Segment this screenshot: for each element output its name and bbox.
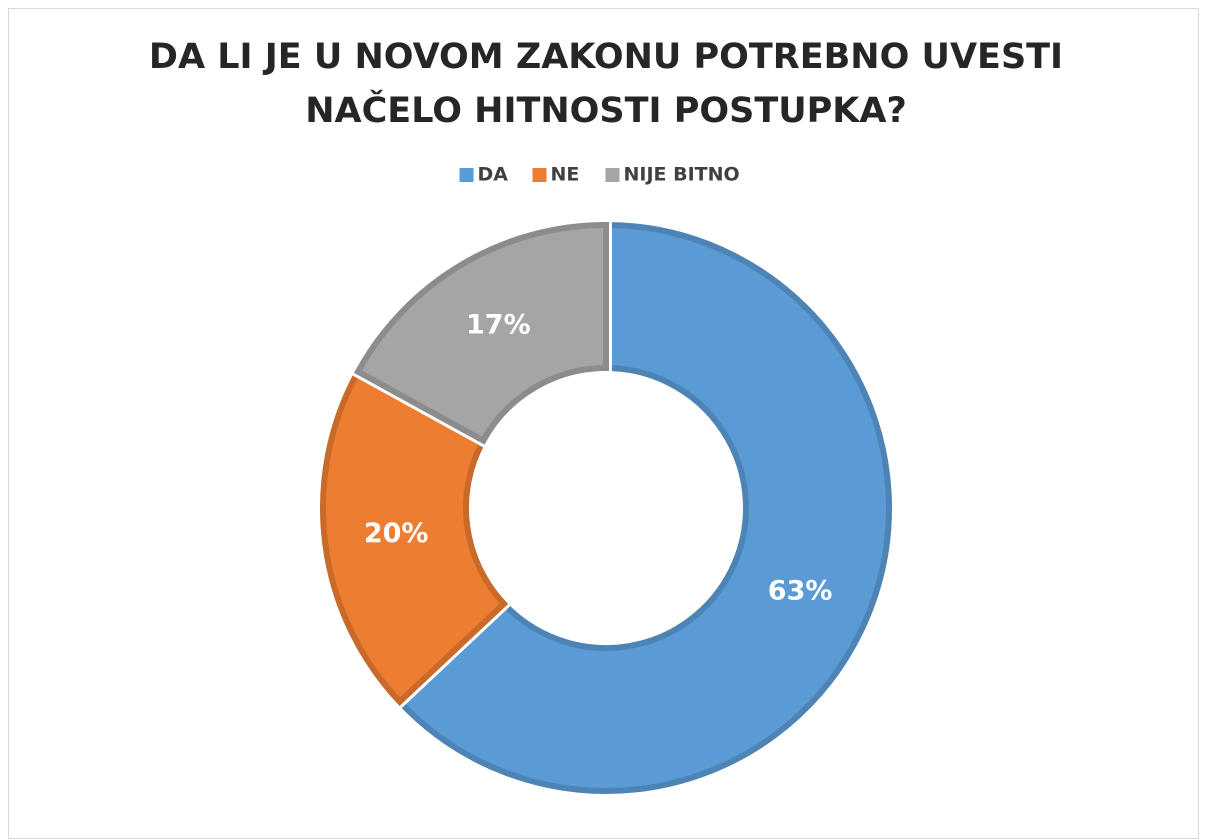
legend-label: NIJE BITNO [624, 164, 740, 186]
legend-label: NE [551, 164, 580, 186]
chart-title: NAČELO HITNOSTI POSTUPKA? [305, 89, 907, 131]
donut-slice [320, 367, 509, 706]
legend-swatch [605, 168, 620, 182]
data-label: 63% [768, 575, 833, 606]
legend-swatch [532, 168, 547, 182]
legend-swatch [459, 168, 474, 182]
legend-label: DA [478, 164, 509, 186]
chart-title: DA LI JE U NOVOM ZAKONU POTREBNO UVESTI [149, 37, 1063, 77]
data-label: 17% [466, 309, 531, 340]
data-label: 20% [364, 518, 429, 549]
donut-slice [353, 221, 609, 445]
donut-slice [395, 221, 892, 794]
